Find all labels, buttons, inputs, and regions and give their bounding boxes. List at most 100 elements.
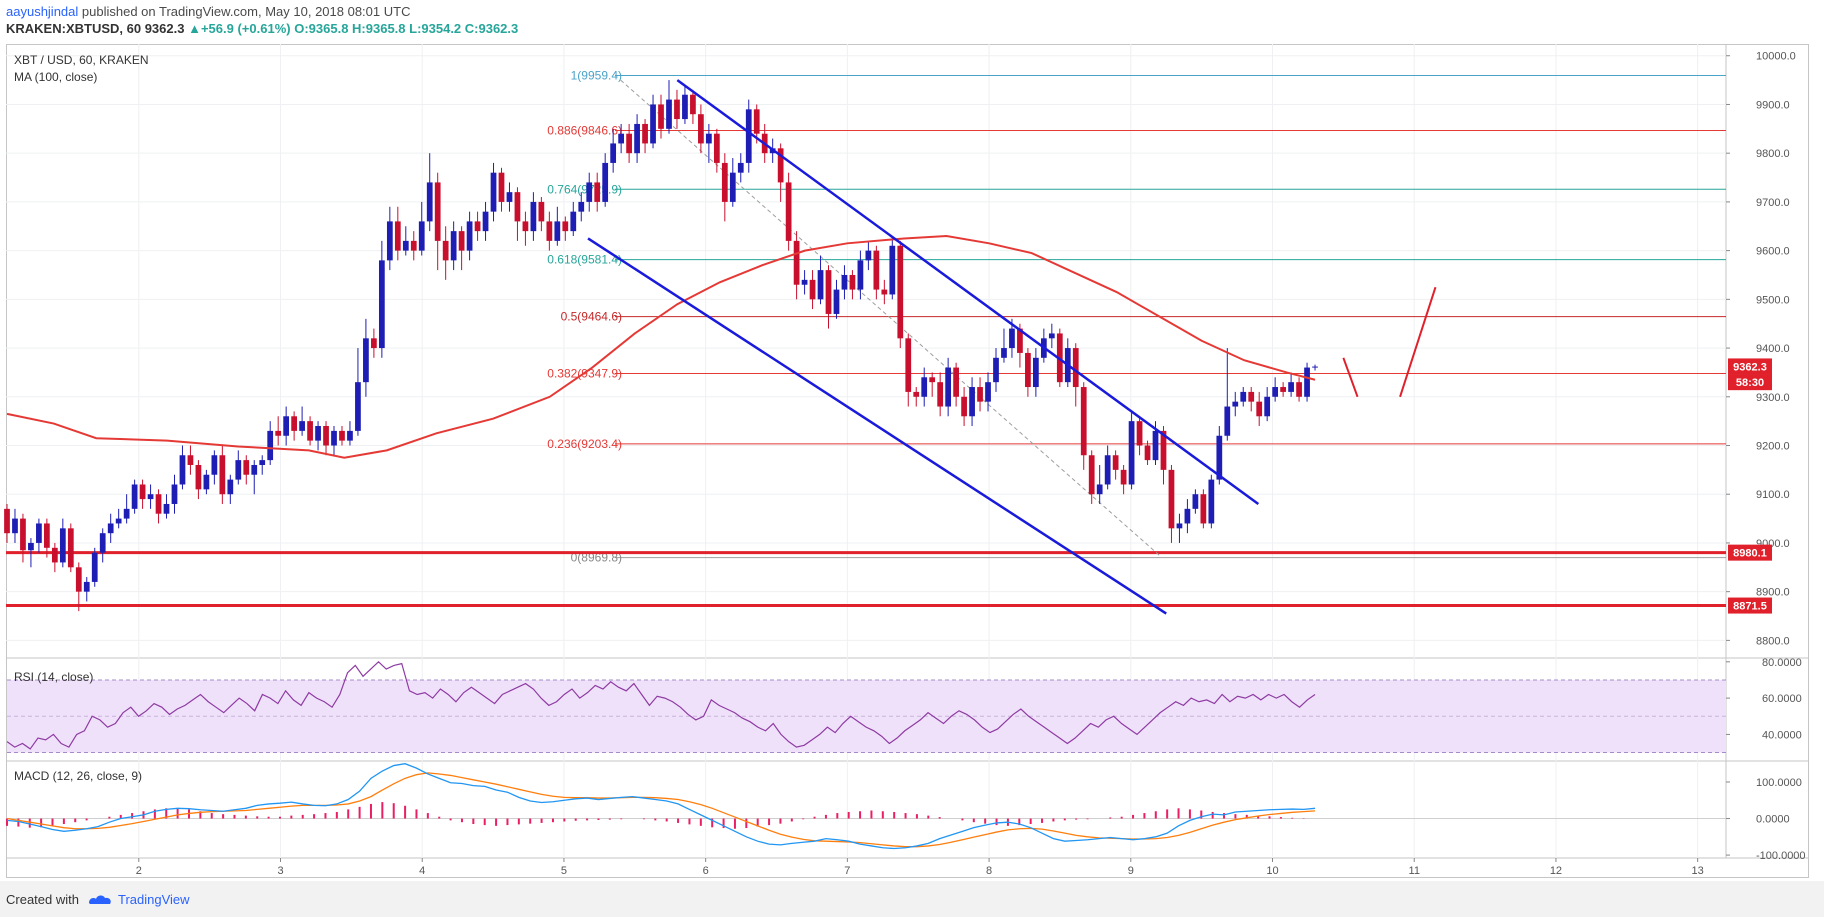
candle-body (386, 221, 393, 261)
x-tick-label: 13 (1692, 865, 1704, 877)
candle-body (44, 523, 50, 548)
candle-body (458, 231, 465, 251)
y-tick-label: 0.0000 (1756, 814, 1790, 826)
candle-body (131, 484, 138, 509)
x-tick-label: 11 (1409, 865, 1420, 877)
candle-body (155, 494, 162, 514)
candle-body (227, 479, 234, 495)
candle-body (115, 518, 122, 524)
channel-lower-line (587, 237, 1167, 615)
candle-body (235, 460, 242, 480)
candle-body (793, 240, 800, 285)
main-pane-title: XBT / USD, 60, KRAKEN (14, 53, 149, 67)
fib-label: 0.886(9846.6) (547, 123, 622, 137)
candle-body (889, 245, 896, 295)
candle-body (594, 182, 601, 202)
x-tick-label: 8 (986, 865, 992, 877)
support-price-tag (1728, 544, 1772, 561)
candle-body (713, 133, 720, 163)
candle-body (203, 474, 210, 490)
y-tick-label: 100.0000 (1756, 777, 1802, 789)
ma-100-line (6, 235, 1316, 459)
candle-body (705, 133, 712, 144)
candle-body (1080, 387, 1087, 456)
candle-body (522, 221, 529, 232)
candle-body (586, 182, 593, 202)
candle-body (1184, 508, 1191, 524)
x-tick-label: 6 (703, 865, 709, 877)
candle-body (107, 523, 114, 534)
candle-body (1033, 357, 1039, 388)
candle-body (1296, 382, 1302, 397)
candle-body (163, 503, 170, 514)
publish-line: aayushjindal published on TradingView.co… (6, 4, 410, 19)
candle-body (307, 421, 313, 441)
candle-body (291, 416, 297, 431)
candle-body (674, 99, 680, 120)
candle-body (825, 270, 832, 314)
y-tick-label: 9300.0 (1756, 392, 1790, 404)
candle-body (450, 231, 457, 261)
candle-body (482, 211, 489, 232)
candle-body (211, 455, 218, 475)
candle-body (355, 382, 361, 431)
y-tick-label: 9200.0 (1756, 441, 1790, 453)
candle-body (59, 528, 66, 563)
candle-body (1136, 421, 1143, 446)
fib-label: 0.5(9464.6) (561, 310, 622, 324)
x-tick-label: 2 (136, 865, 142, 877)
projection-down-segment (1342, 357, 1359, 398)
candle-body (1256, 401, 1263, 417)
y-tick-label: 9900.0 (1756, 99, 1790, 111)
candle-body (394, 221, 401, 251)
candle-body (36, 523, 42, 543)
y-tick-label: 9500.0 (1756, 294, 1790, 306)
candle-body (251, 464, 258, 475)
candle-body (578, 201, 585, 212)
x-tick-label: 7 (844, 865, 850, 877)
last-price-tag-label: 9362.3 (1733, 361, 1767, 373)
candle-body (331, 430, 337, 446)
candle-body (363, 338, 369, 383)
candle-body (123, 508, 130, 519)
candle-body (1312, 366, 1318, 368)
rsi-band-fill (7, 679, 1726, 753)
candle-body (650, 104, 656, 144)
candle-body (1200, 494, 1207, 524)
candle-body (570, 211, 577, 232)
candle-body (1009, 328, 1015, 349)
ohlc-values: O:9365.8 H:9365.8 L:9354.2 C:9362.3 (294, 21, 519, 36)
candle-body (698, 114, 704, 144)
candle-body (442, 240, 449, 261)
candle-body (634, 123, 640, 154)
author-link[interactable]: aayushjindal (6, 4, 79, 19)
y-tick-label: 80.0000 (1762, 657, 1802, 669)
candle-body (1304, 367, 1310, 397)
candle-body (1224, 406, 1231, 436)
candle-body (937, 382, 944, 407)
candle-body (849, 274, 856, 290)
tradingview-logo-icon[interactable] (86, 891, 114, 907)
candle-body (506, 192, 513, 202)
candle-body (1160, 430, 1167, 470)
symbol-name: KRAKEN:XBTUSD, 60 (6, 21, 142, 36)
candle-body (402, 240, 409, 251)
candle-body (323, 426, 329, 446)
candle-body (4, 508, 10, 534)
x-tick-label: 4 (419, 865, 425, 877)
x-tick-label: 10 (1266, 865, 1278, 877)
candle-body (737, 162, 744, 173)
x-tick-label: 9 (1128, 865, 1134, 877)
candle-body (1104, 455, 1111, 485)
candle-body (817, 270, 824, 300)
candle-body (139, 484, 146, 500)
projection-up-segment (1399, 286, 1437, 398)
candle-body (1017, 328, 1023, 353)
candle-body (1112, 455, 1119, 470)
tradingview-link[interactable]: TradingView (118, 892, 190, 907)
price-tags: 8980.1 8871.5 9362.3 58:30 (1728, 358, 1772, 614)
candle-body (418, 221, 425, 251)
macd-line (6, 763, 1316, 850)
footer: Created with TradingView (0, 881, 1824, 917)
